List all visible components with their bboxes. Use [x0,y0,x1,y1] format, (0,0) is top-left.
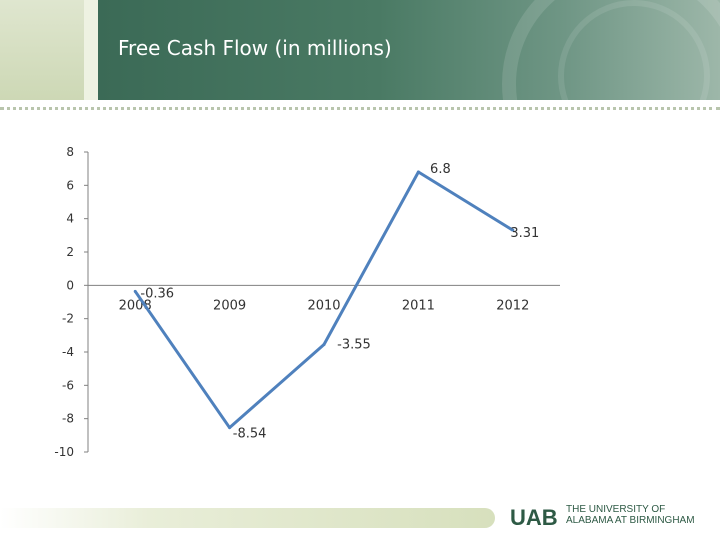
y-axis: 8 6 4 2 0 -2 -4 -6 -8 -10 [54,145,89,459]
university-name: THE UNIVERSITY OF ALABAMA AT BIRMINGHAM [566,504,695,526]
data-label: -3.55 [337,338,371,353]
uab-logo-icon: UAB [510,506,558,528]
y-tick-label: 6 [66,178,74,192]
university-name-line1: THE UNIVERSITY OF [566,504,666,515]
x-tick-label: 2010 [307,298,340,313]
y-tick-label: -2 [62,312,74,326]
y-tick-label: 4 [66,212,74,226]
x-tick-label: 2009 [213,298,246,313]
x-tick-label: 2011 [402,298,435,313]
data-point [322,343,326,346]
dotted-divider [0,107,720,110]
data-point [133,289,137,293]
data-point [228,426,232,430]
x-tick-label: 2012 [496,298,529,313]
series-line-group [133,170,515,430]
data-point [511,228,515,232]
y-tick-label: -10 [54,445,74,459]
y-tick-label: -4 [62,345,74,359]
y-tick-label: -8 [62,412,74,426]
data-labels: -0.36 -8.54 -3.55 6.8 3.31 [140,162,539,442]
data-point [416,170,420,174]
data-label: 3.31 [510,226,539,241]
y-tick-label: 0 [66,278,74,292]
university-name-line2: ALABAMA AT BIRMINGHAM [566,515,695,526]
header-divider [84,0,98,100]
slide-title: Free Cash Flow (in millions) [118,36,392,60]
footer-bar [0,508,495,528]
uab-logo-mark-text: UAB [510,506,558,528]
data-label: 6.8 [430,162,451,177]
header-left-panel [0,0,84,100]
data-label: -0.36 [140,286,174,301]
y-tick-label: 2 [66,245,74,259]
header-band [98,0,720,100]
y-tick-label: -6 [62,378,74,392]
y-tick-label: 8 [66,145,74,159]
x-axis: 2008 2009 2010 2011 2012 [88,284,560,313]
data-label: -8.54 [233,427,267,442]
